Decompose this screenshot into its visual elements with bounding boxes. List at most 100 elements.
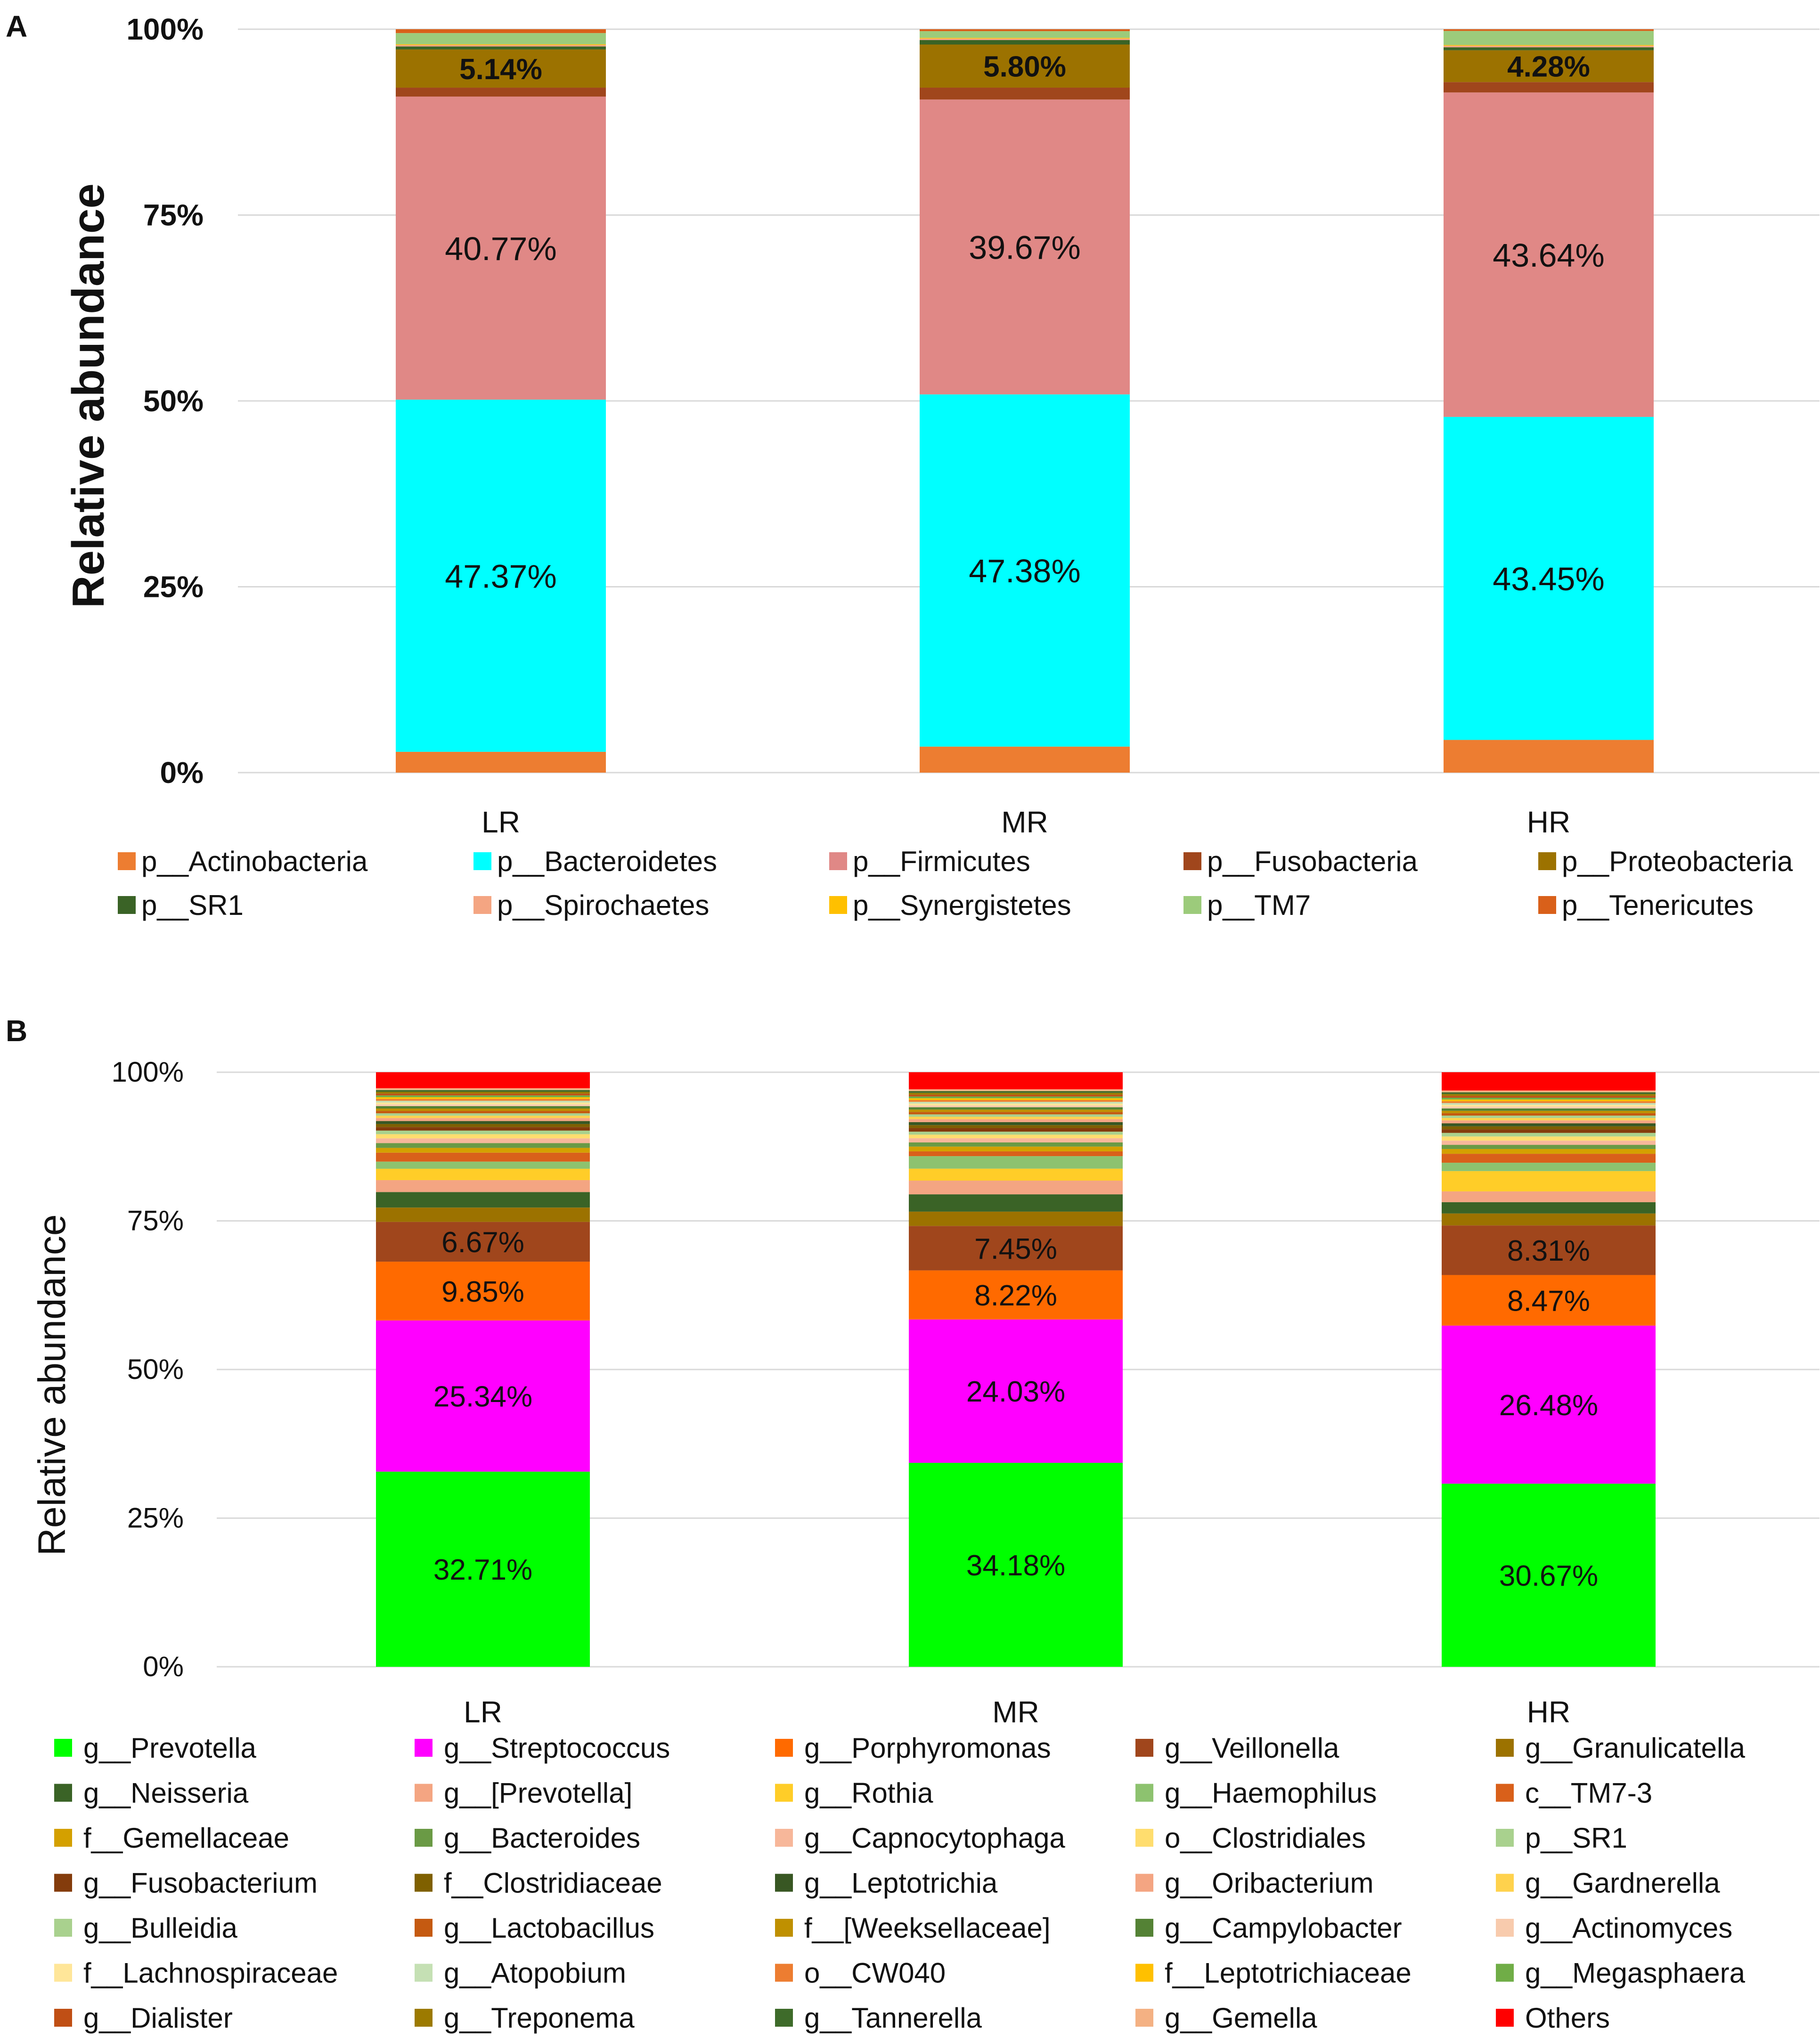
data-label: 30.67% [1499, 1560, 1598, 1592]
bar-segment [920, 31, 1130, 38]
bar-segment [909, 1168, 1123, 1181]
bar-segment [909, 1094, 1123, 1097]
bar-segment [1444, 92, 1654, 417]
legend-label: f__[Weeksellaceae] [804, 1912, 1051, 1944]
bar-segment [376, 1168, 590, 1180]
bar-segment [1442, 1325, 1656, 1484]
legend-label: g__Atopobium [444, 1957, 626, 1989]
bar-segment [1442, 1149, 1656, 1154]
legend-swatch [1496, 1964, 1514, 1982]
bar-segment [1444, 740, 1654, 773]
panel-a-chart: 0% 25% 50% 75% 100% Relative abundance 47.37% 4… [63, 12, 1820, 921]
legend-label: g__Bulleidia [83, 1912, 238, 1944]
legend-swatch [1496, 2009, 1514, 2027]
bar-segment [376, 1138, 590, 1143]
legend-label: p__SR1 [141, 889, 244, 921]
legend-label: g__Lactobacillus [444, 1912, 654, 1944]
y-tick-label: 0% [160, 756, 204, 790]
legend-label: f__Leptotrichiaceae [1165, 1957, 1412, 1989]
bar-segment [1442, 1092, 1656, 1094]
legend-label: g__Dialister [83, 2002, 233, 2034]
legend-swatch [54, 1919, 72, 1937]
legend-label: g__Prevotella [83, 1732, 257, 1764]
bar-segment [920, 394, 1130, 747]
bar-segment [1442, 1120, 1656, 1124]
bar-segment [909, 1096, 1123, 1099]
category-label: MR [1001, 805, 1048, 839]
bar-segment [909, 1194, 1123, 1212]
bar-segment [920, 746, 1130, 773]
legend-swatch [415, 1964, 433, 1982]
legend-swatch [54, 2009, 72, 2027]
bar-segment [909, 1101, 1123, 1104]
bar-segment [376, 1152, 590, 1162]
category-label: MR [992, 1695, 1039, 1729]
bar-segment [376, 1143, 590, 1148]
data-label: 5.80% [983, 51, 1066, 83]
bar-segment [909, 1128, 1123, 1132]
bar-segment [376, 1161, 590, 1169]
bar-segment [909, 1119, 1123, 1122]
y-tick-label: 75% [143, 198, 204, 232]
data-label: 8.47% [1507, 1285, 1590, 1317]
bar-segment [376, 1207, 590, 1222]
bar-segment [1442, 1103, 1656, 1105]
bar-segment [909, 1092, 1123, 1095]
legend-label: Others [1525, 2002, 1610, 2034]
legend-label: g__Gardnerella [1525, 1867, 1720, 1899]
bar-segment [376, 1118, 590, 1121]
legend-swatch [1496, 1874, 1514, 1892]
bar-segment [376, 1262, 590, 1321]
bar-segment [1444, 50, 1654, 82]
bar-segment [376, 1116, 590, 1118]
bar-segment [909, 1122, 1123, 1125]
bar-segment [1442, 1484, 1656, 1667]
bar-segment [1442, 1133, 1656, 1137]
bar-segment [909, 1132, 1123, 1135]
bar-segment [1442, 1123, 1656, 1126]
bar-segment [1442, 1101, 1656, 1103]
data-label: 8.22% [974, 1280, 1057, 1312]
bar-segment [376, 1180, 590, 1192]
bar-segment [909, 1142, 1123, 1147]
y-tick-label: 75% [127, 1205, 184, 1237]
legend-label: f__Lachnospiraceae [83, 1957, 338, 1989]
legend-swatch [118, 896, 136, 914]
legend-swatch [1135, 1829, 1153, 1847]
bar-segment [909, 1117, 1123, 1119]
bar-segment [376, 1106, 590, 1109]
legend-label: p__Actinobacteria [141, 846, 368, 877]
data-label: 32.71% [433, 1554, 532, 1586]
bar-segment [1442, 1090, 1656, 1092]
bar-segment [1442, 1202, 1656, 1214]
legend-label: f__Gemellaceae [83, 1822, 289, 1854]
legend-swatch [473, 852, 491, 870]
bar-segment [1442, 1163, 1656, 1171]
bar-segment [376, 1104, 590, 1106]
bar-segment [1442, 1096, 1656, 1098]
bar-segment [909, 1098, 1123, 1101]
legend-swatch [829, 852, 847, 870]
bar-segment [1442, 1097, 1656, 1100]
data-label: 47.38% [969, 553, 1080, 589]
panel-b-letter: B [6, 1014, 27, 1048]
legend-label: g__Veillonella [1165, 1732, 1339, 1764]
bar-segment [920, 99, 1130, 395]
bar-segment [909, 1114, 1123, 1117]
legend-label: g__Megasphaera [1525, 1957, 1746, 1989]
bar-segment [920, 29, 1130, 32]
legend-label: o__Clostridiales [1165, 1822, 1366, 1854]
y-tick-label: 25% [127, 1502, 184, 1534]
legend-label: o__CW040 [804, 1957, 946, 1989]
bar-segment [909, 1112, 1123, 1115]
legend-swatch [1496, 1739, 1514, 1757]
category-label: HR [1527, 805, 1570, 839]
legend-label: g__Leptotrichia [804, 1867, 998, 1899]
legend-swatch [1496, 1829, 1514, 1847]
category-label: LR [464, 1695, 502, 1729]
bar-segment [1444, 31, 1654, 45]
legend-swatch [775, 1874, 793, 1892]
data-label: 43.45% [1493, 561, 1604, 597]
bar-segment [909, 1091, 1123, 1093]
legend-swatch [775, 1919, 793, 1937]
